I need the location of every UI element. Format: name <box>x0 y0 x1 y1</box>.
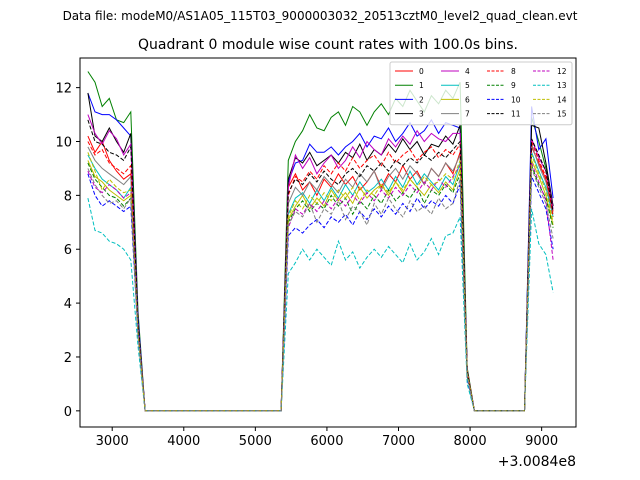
legend-label-11: 11 <box>511 110 521 119</box>
series-line-5 <box>87 152 554 412</box>
series-line-9 <box>87 162 554 412</box>
series-line-10 <box>87 173 554 412</box>
series-line-8 <box>87 141 554 412</box>
legend-label-2: 2 <box>419 95 424 104</box>
series-line-3 <box>87 92 554 412</box>
x-tick-label: 9000 <box>525 434 558 449</box>
x-tick-label: 5000 <box>239 434 272 449</box>
chart-title: Quadrant 0 module wise count rates with … <box>138 37 518 53</box>
axes-frame <box>79 57 577 428</box>
x-tick-label: 8000 <box>454 434 487 449</box>
y-tick-label: 4 <box>64 297 72 312</box>
legend-label-13: 13 <box>557 81 567 90</box>
legend-label-10: 10 <box>511 95 521 104</box>
legend-label-14: 14 <box>557 95 567 104</box>
y-tick-label: 10 <box>55 135 72 150</box>
series-line-15 <box>87 168 554 412</box>
series-line-4 <box>87 114 554 412</box>
x-tick-label: 4000 <box>167 434 200 449</box>
series-line-7 <box>87 144 554 412</box>
x-tick-label: 7000 <box>382 434 415 449</box>
series-line-12 <box>87 162 554 412</box>
y-tick-label: 0 <box>64 405 72 420</box>
legend-label-9: 9 <box>511 81 516 90</box>
x-tick-label: 6000 <box>310 434 343 449</box>
y-axis: 0 2 4 6 8 10 12 <box>55 82 80 420</box>
legend-label-8: 8 <box>511 67 516 76</box>
y-tick-label: 2 <box>64 351 72 366</box>
legend-label-7: 7 <box>465 110 470 119</box>
legend-label-15: 15 <box>557 110 567 119</box>
figure-suptitle: Data file: modeM0/AS1A05_115T03_90000030… <box>63 9 578 23</box>
x-axis: 3000 4000 5000 6000 7000 8000 9000 <box>96 427 558 449</box>
x-tick-label: 3000 <box>96 434 129 449</box>
legend-label-1: 1 <box>419 81 424 90</box>
legend-label-3: 3 <box>419 110 424 119</box>
series-line-14 <box>87 152 554 412</box>
legend-label-6: 6 <box>465 95 470 104</box>
x-axis-offset-label: +3.0084e8 <box>498 454 576 470</box>
series-layer <box>87 71 554 412</box>
legend-label-0: 0 <box>419 67 424 76</box>
legend-label-5: 5 <box>465 81 470 90</box>
y-tick-label: 12 <box>55 82 72 97</box>
legend-box <box>389 61 573 126</box>
y-tick-label: 6 <box>64 243 72 258</box>
y-tick-label: 8 <box>64 189 72 204</box>
series-line-13 <box>87 197 554 412</box>
legend-label-4: 4 <box>465 67 470 76</box>
series-line-2 <box>87 92 554 412</box>
legend-label-12: 12 <box>557 67 567 76</box>
